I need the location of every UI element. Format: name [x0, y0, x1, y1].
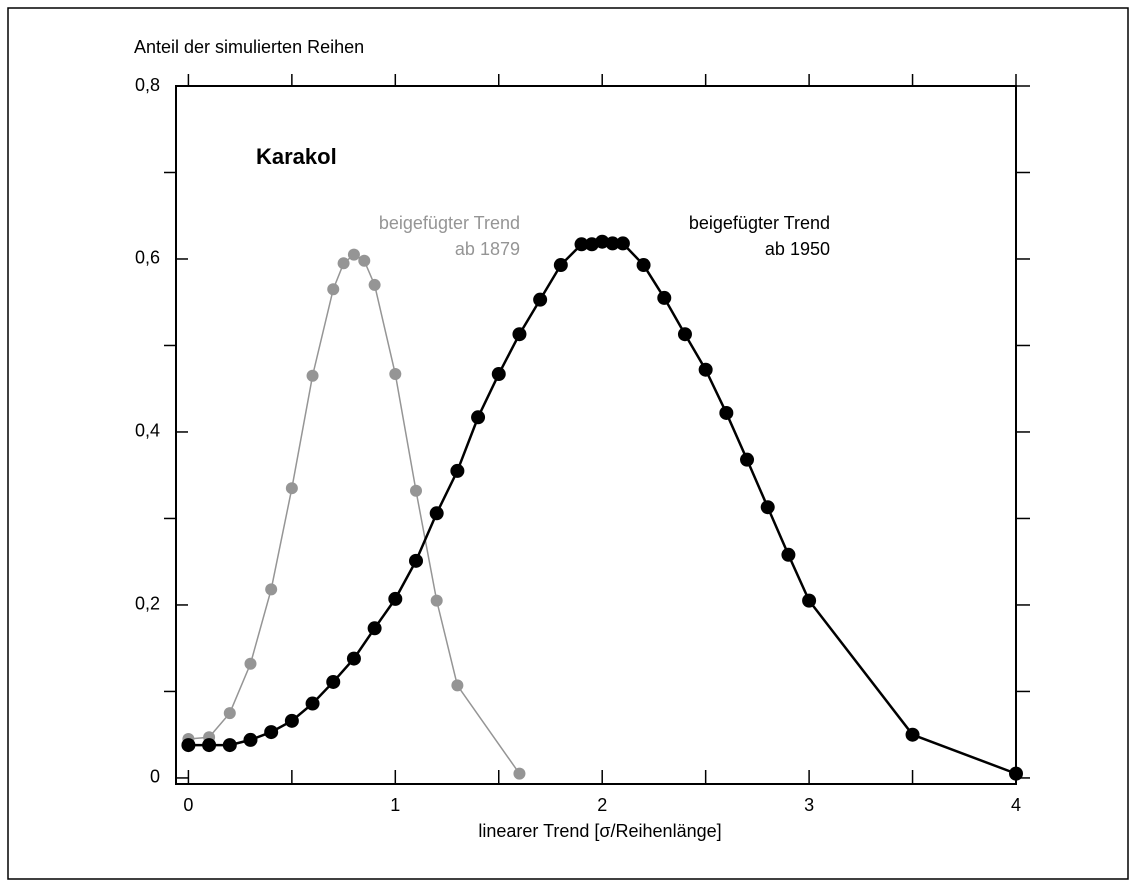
data-point	[636, 258, 651, 273]
data-point	[802, 593, 817, 608]
data-point	[533, 292, 548, 307]
annotation: ab 1950	[765, 239, 830, 259]
data-point	[243, 732, 258, 747]
data-point	[244, 657, 257, 670]
data-point	[388, 591, 403, 606]
data-point	[1009, 766, 1023, 781]
annotation: beigefügter Trend	[689, 213, 830, 233]
data-point	[740, 452, 755, 467]
series-line	[188, 253, 521, 775]
data-point	[657, 290, 672, 305]
data-point	[615, 236, 630, 251]
data-point	[512, 327, 527, 342]
data-point	[760, 500, 775, 515]
annotation: beigefügter Trend	[379, 213, 520, 233]
data-point	[327, 283, 340, 296]
outer-frame	[7, 7, 1129, 880]
data-point	[719, 405, 734, 420]
series-line	[188, 240, 1017, 775]
data-point	[337, 257, 350, 270]
data-point	[698, 362, 713, 377]
data-point	[513, 767, 526, 780]
data-point	[429, 506, 444, 521]
data-point	[265, 583, 278, 596]
y-tick-label: 0	[150, 767, 160, 787]
chart-title: Karakol	[256, 144, 337, 169]
data-point	[368, 278, 381, 291]
data-point	[202, 738, 217, 753]
data-point	[358, 254, 371, 267]
data-point	[367, 621, 382, 636]
y-tick-label: 0,4	[135, 421, 160, 441]
x-tick-label: 2	[597, 795, 607, 815]
data-point	[553, 258, 568, 273]
data-point	[223, 707, 236, 720]
y-tick-label: 0,2	[135, 594, 160, 614]
data-point	[450, 463, 465, 478]
data-point	[491, 367, 506, 382]
data-point	[574, 237, 589, 252]
data-point	[306, 369, 319, 382]
y-axis-label: Anteil der simulierten Reihen	[134, 37, 364, 57]
data-point	[677, 327, 692, 342]
data-point	[389, 368, 402, 381]
x-tick-label: 3	[804, 795, 814, 815]
data-point	[264, 725, 279, 740]
data-point	[430, 594, 443, 607]
data-point	[285, 482, 298, 495]
x-axis-label: linearer Trend [σ/Reihenlänge]	[478, 821, 721, 841]
annotation: ab 1879	[455, 239, 520, 259]
data-point	[471, 410, 486, 425]
data-point	[347, 248, 360, 261]
data-point	[409, 553, 423, 568]
x-tick-label: 4	[1011, 795, 1021, 815]
data-point	[284, 713, 299, 728]
data-point	[181, 738, 196, 753]
data-point	[326, 674, 341, 689]
x-tick-label: 1	[390, 795, 400, 815]
x-tick-label: 0	[183, 795, 193, 815]
y-tick-label: 0,8	[135, 75, 160, 95]
data-point	[305, 696, 320, 711]
data-point	[905, 727, 920, 742]
data-point	[781, 547, 796, 562]
y-tick-label: 0,6	[135, 248, 160, 268]
data-point	[222, 738, 237, 753]
data-point	[410, 484, 422, 497]
data-point	[346, 651, 361, 666]
plot-frame	[175, 85, 1017, 785]
data-point	[451, 679, 464, 692]
data-point	[605, 236, 620, 251]
data-point	[595, 234, 610, 249]
